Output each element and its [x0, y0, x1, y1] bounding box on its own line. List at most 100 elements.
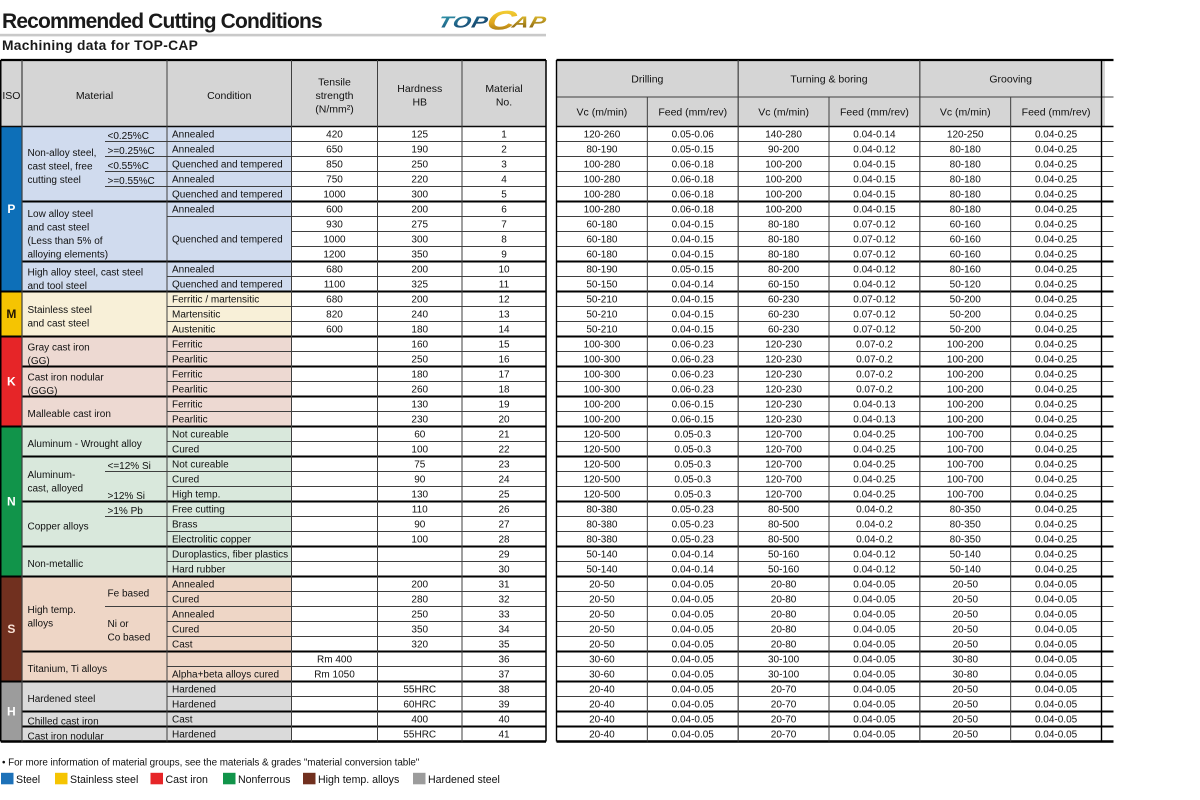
svg-text:90-200: 90-200 — [768, 145, 800, 156]
svg-text:1000: 1000 — [323, 235, 346, 246]
svg-text:High temp. alloys: High temp. alloys — [318, 774, 399, 786]
svg-text:Feed (mm/rev): Feed (mm/rev) — [658, 107, 727, 119]
svg-text:0.04-0.05: 0.04-0.05 — [853, 580, 896, 591]
svg-text:Hardened steel: Hardened steel — [428, 774, 500, 786]
svg-text:100: 100 — [411, 535, 428, 546]
svg-text:80-180: 80-180 — [950, 160, 982, 171]
svg-text:Duroplastics, fiber plastics: Duroplastics, fiber plastics — [172, 550, 288, 561]
svg-text:0.04-0.05: 0.04-0.05 — [672, 670, 715, 681]
svg-text:120-700: 120-700 — [765, 475, 802, 486]
svg-text:30-80: 30-80 — [952, 655, 978, 666]
svg-text:0.06-0.18: 0.06-0.18 — [672, 160, 715, 171]
svg-text:80-350: 80-350 — [950, 535, 982, 546]
svg-text:0.04-0.25: 0.04-0.25 — [1035, 460, 1078, 471]
svg-text:High alloy steel, cast steel: High alloy steel, cast steel — [28, 267, 144, 278]
svg-text:ISO: ISO — [2, 90, 20, 102]
svg-text:50-200: 50-200 — [950, 310, 982, 321]
svg-text:(GGG): (GGG) — [28, 386, 58, 397]
svg-text:Vc (m/min): Vc (m/min) — [940, 107, 991, 119]
svg-text:750: 750 — [326, 175, 343, 186]
svg-text:80-500: 80-500 — [768, 520, 800, 531]
svg-text:Pearlitic: Pearlitic — [172, 355, 208, 366]
svg-text:650: 650 — [326, 145, 343, 156]
svg-text:0.04-0.05: 0.04-0.05 — [1035, 595, 1078, 606]
svg-text:Annealed: Annealed — [172, 580, 214, 591]
svg-text:0.04-0.15: 0.04-0.15 — [672, 325, 715, 336]
svg-text:P: P — [7, 202, 15, 216]
svg-text:50-200: 50-200 — [950, 295, 982, 306]
svg-text:0.04-0.05: 0.04-0.05 — [853, 640, 896, 651]
svg-text:Recommended Cutting Conditions: Recommended Cutting Conditions — [2, 10, 322, 33]
svg-text:200: 200 — [411, 580, 428, 591]
svg-text:Cured: Cured — [172, 475, 199, 486]
svg-text:250: 250 — [411, 355, 428, 366]
svg-text:5: 5 — [501, 190, 507, 201]
svg-text:and cast steel: and cast steel — [28, 318, 90, 329]
svg-text:55HRC: 55HRC — [403, 730, 436, 741]
svg-text:0.04-0.25: 0.04-0.25 — [1035, 535, 1078, 546]
svg-text:0.04-0.25: 0.04-0.25 — [1035, 385, 1078, 396]
svg-text:0.04-0.2: 0.04-0.2 — [856, 505, 893, 516]
svg-text:120-700: 120-700 — [765, 460, 802, 471]
svg-text:0.04-0.12: 0.04-0.12 — [853, 145, 896, 156]
svg-text:19: 19 — [498, 400, 510, 411]
svg-text:0.04-0.13: 0.04-0.13 — [853, 415, 896, 426]
svg-text:>12% Si: >12% Si — [108, 491, 146, 502]
svg-text:50-140: 50-140 — [950, 550, 982, 561]
svg-text:<0.25%C: <0.25%C — [108, 131, 149, 142]
svg-text:0.04-0.14: 0.04-0.14 — [672, 550, 715, 561]
svg-text:Quenched and tempered: Quenched and tempered — [172, 160, 283, 171]
svg-text:Hardened: Hardened — [172, 700, 216, 711]
svg-text:0.07-0.2: 0.07-0.2 — [856, 370, 893, 381]
svg-text:K: K — [7, 375, 16, 389]
svg-text:1: 1 — [501, 130, 507, 141]
svg-text:230: 230 — [411, 415, 428, 426]
svg-text:250: 250 — [411, 610, 428, 621]
svg-text:240: 240 — [411, 310, 428, 321]
svg-text:Pearlitic: Pearlitic — [172, 385, 208, 396]
svg-text:20-50: 20-50 — [952, 595, 978, 606]
svg-text:25: 25 — [498, 490, 510, 501]
svg-text:Nonferrous: Nonferrous — [238, 774, 290, 786]
svg-text:0.04-0.25: 0.04-0.25 — [1035, 325, 1078, 336]
svg-text:0.04-0.12: 0.04-0.12 — [853, 550, 896, 561]
svg-text:alloying elements): alloying elements) — [28, 249, 109, 260]
svg-text:13: 13 — [498, 310, 510, 321]
svg-text:Pearlitic: Pearlitic — [172, 415, 208, 426]
svg-text:H: H — [7, 705, 16, 719]
svg-text:60-230: 60-230 — [768, 295, 800, 306]
svg-text:20-50: 20-50 — [952, 715, 978, 726]
svg-text:0.04-0.05: 0.04-0.05 — [1035, 625, 1078, 636]
svg-text:Hardened steel: Hardened steel — [28, 694, 96, 705]
svg-text:120-230: 120-230 — [765, 415, 802, 426]
svg-text:20-80: 20-80 — [771, 580, 797, 591]
svg-text:80-190: 80-190 — [586, 145, 618, 156]
svg-text:50-210: 50-210 — [586, 325, 618, 336]
svg-text:alloys: alloys — [28, 618, 54, 629]
svg-text:39: 39 — [498, 700, 510, 711]
svg-text:160: 160 — [411, 340, 428, 351]
svg-text:0.04-0.25: 0.04-0.25 — [1035, 475, 1078, 486]
svg-text:0.04-0.05: 0.04-0.05 — [672, 730, 715, 741]
svg-text:260: 260 — [411, 385, 428, 396]
svg-text:(Less than 5% of: (Less than 5% of — [28, 236, 103, 247]
svg-text:37: 37 — [498, 670, 510, 681]
svg-text:0.04-0.25: 0.04-0.25 — [1035, 205, 1078, 216]
svg-text:0.04-0.05: 0.04-0.05 — [1035, 700, 1078, 711]
svg-text:HB: HB — [412, 97, 427, 109]
svg-text:0.05-0.3: 0.05-0.3 — [674, 445, 711, 456]
svg-text:60-230: 60-230 — [768, 325, 800, 336]
svg-text:1000: 1000 — [323, 190, 346, 201]
svg-text:100-700: 100-700 — [947, 430, 984, 441]
svg-text:60: 60 — [414, 430, 426, 441]
svg-text:420: 420 — [326, 130, 343, 141]
svg-text:Annealed: Annealed — [172, 130, 214, 141]
svg-text:100-200: 100-200 — [584, 400, 621, 411]
svg-text:Austenitic: Austenitic — [172, 325, 215, 336]
svg-text:0.04-0.05: 0.04-0.05 — [672, 640, 715, 651]
svg-text:Non-metallic: Non-metallic — [28, 559, 84, 570]
svg-text:0.04-0.2: 0.04-0.2 — [856, 520, 893, 531]
svg-text:0.04-0.05: 0.04-0.05 — [672, 625, 715, 636]
svg-text:0.04-0.15: 0.04-0.15 — [672, 235, 715, 246]
svg-text:0.04-0.25: 0.04-0.25 — [1035, 415, 1078, 426]
